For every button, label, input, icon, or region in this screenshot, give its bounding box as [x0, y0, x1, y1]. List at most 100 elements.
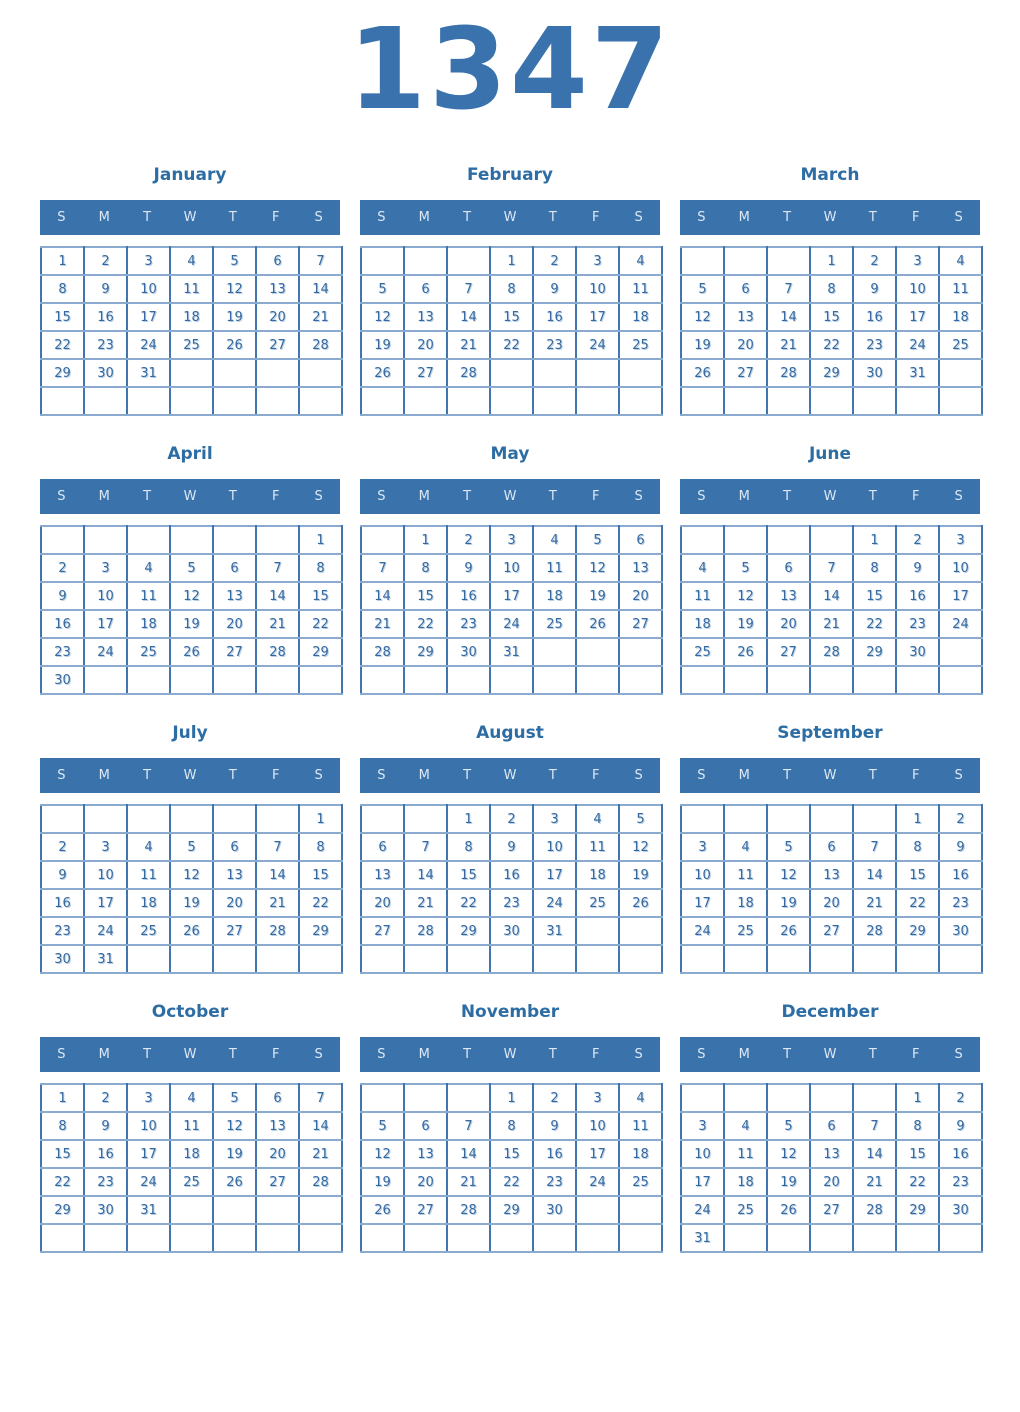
day-cell: 28 — [446, 358, 491, 388]
empty-day-cell — [938, 944, 983, 974]
weekday-header-cell: M — [98, 768, 110, 783]
day-cell: 18 — [169, 302, 214, 332]
day-cell: 25 — [723, 916, 768, 946]
day-cell: 29 — [403, 637, 448, 667]
day-cell: 6 — [618, 525, 663, 555]
day-cell: 14 — [255, 581, 300, 611]
empty-day-cell — [895, 944, 940, 974]
day-cell: 26 — [766, 1195, 811, 1225]
empty-day-cell — [360, 804, 405, 834]
month-august: August S M T W T F S 1 2 3 4 5 6 7 8 9 10 11 12 13 14 15 16 17 18… — [360, 722, 663, 974]
week-row: 27 28 29 30 31 — [360, 916, 663, 946]
day-cell: 2 — [40, 832, 85, 862]
empty-day-cell — [169, 665, 214, 695]
week-row: 22 23 24 25 26 27 28 — [40, 330, 343, 360]
empty-day-cell — [360, 1083, 405, 1113]
day-cell: 29 — [489, 1195, 534, 1225]
weekday-header-cell: S — [634, 1047, 643, 1062]
day-cell: 5 — [360, 1111, 405, 1141]
day-cell: 23 — [532, 1167, 577, 1197]
day-cell: 26 — [618, 888, 663, 918]
day-cell: 11 — [618, 1111, 663, 1141]
empty-day-cell — [83, 386, 128, 416]
empty-day-cell — [489, 1223, 534, 1253]
day-cell: 13 — [809, 860, 854, 890]
day-cell: 2 — [895, 525, 940, 555]
empty-day-cell — [618, 386, 663, 416]
week-row: 12 13 14 15 16 17 18 — [360, 1139, 663, 1169]
day-cell: 29 — [895, 1195, 940, 1225]
day-cell: 20 — [255, 302, 300, 332]
day-cell: 6 — [403, 1111, 448, 1141]
empty-day-cell — [723, 1083, 768, 1113]
day-cell: 12 — [212, 1111, 257, 1141]
empty-day-cell — [446, 944, 491, 974]
month-july: July S M T W T F S 1 2 3 4 5 6 7 8 9 10 11 12 13 14 15 16 17 18 19… — [40, 722, 343, 974]
months-grid: January S M T W T F S 1 2 3 4 5 6 7 8 9 10 11 12 13 14 15 16 17 1… — [40, 164, 983, 1253]
empty-day-cell — [532, 944, 577, 974]
day-cell: 19 — [680, 330, 725, 360]
weekday-header-cell: S — [314, 1047, 323, 1062]
day-cell: 11 — [723, 1139, 768, 1169]
empty-day-cell — [680, 665, 725, 695]
day-cell: 20 — [809, 1167, 854, 1197]
day-cell: 13 — [809, 1139, 854, 1169]
weekday-header-cell: F — [591, 210, 600, 225]
month-title: August — [476, 723, 544, 743]
day-cell: 7 — [852, 832, 897, 862]
day-cell: 27 — [212, 637, 257, 667]
day-cell: 19 — [618, 860, 663, 890]
day-cell: 9 — [938, 1111, 983, 1141]
day-cell: 2 — [446, 525, 491, 555]
day-cell: 11 — [532, 553, 577, 583]
day-cell: 17 — [489, 581, 534, 611]
day-cell: 25 — [169, 330, 214, 360]
day-cell: 20 — [403, 330, 448, 360]
empty-day-cell — [766, 246, 811, 276]
week-row: 31 — [680, 1223, 983, 1253]
day-cell: 2 — [489, 804, 534, 834]
day-cell: 14 — [852, 860, 897, 890]
day-cell: 26 — [169, 637, 214, 667]
week-row: 9 10 11 12 13 14 15 — [40, 581, 343, 611]
day-cell: 22 — [446, 888, 491, 918]
day-cell: 30 — [532, 1195, 577, 1225]
empty-day-cell — [680, 1083, 725, 1113]
week-row: 16 17 18 19 20 21 22 — [40, 609, 343, 639]
day-cell: 7 — [446, 274, 491, 304]
weekday-header-cell: T — [228, 489, 237, 504]
day-cell: 8 — [298, 832, 343, 862]
empty-day-cell — [766, 804, 811, 834]
day-cell: 1 — [489, 246, 534, 276]
day-cell: 29 — [895, 916, 940, 946]
weekday-header-cell: W — [823, 1047, 837, 1062]
empty-day-cell — [766, 944, 811, 974]
empty-day-cell — [360, 386, 405, 416]
empty-day-cell — [618, 916, 663, 946]
day-cell: 12 — [766, 860, 811, 890]
day-cell: 11 — [680, 581, 725, 611]
week-row: 10 11 12 13 14 15 16 — [680, 860, 983, 890]
day-cell: 30 — [938, 916, 983, 946]
empty-day-cell — [532, 358, 577, 388]
day-cell: 27 — [618, 609, 663, 639]
month-grid: 1 2 3 4 5 6 7 8 9 10 11 12 13 14 15 16 17 18 19 20 21 22 23 24 2… — [40, 804, 343, 974]
day-cell: 23 — [446, 609, 491, 639]
day-cell: 14 — [298, 1111, 343, 1141]
empty-day-cell — [360, 246, 405, 276]
day-cell: 12 — [169, 581, 214, 611]
empty-day-cell — [169, 525, 214, 555]
empty-day-cell — [489, 665, 534, 695]
day-cell: 2 — [40, 553, 85, 583]
day-cell: 23 — [40, 637, 85, 667]
week-row — [40, 1223, 343, 1253]
month-grid: 1 2 3 4 5 6 7 8 9 10 11 12 13 14 15 16 17 18 19 20 21 22 23 24 2… — [360, 1083, 663, 1253]
weekday-header-cell: W — [503, 489, 517, 504]
day-cell: 19 — [766, 888, 811, 918]
day-cell: 22 — [809, 330, 854, 360]
